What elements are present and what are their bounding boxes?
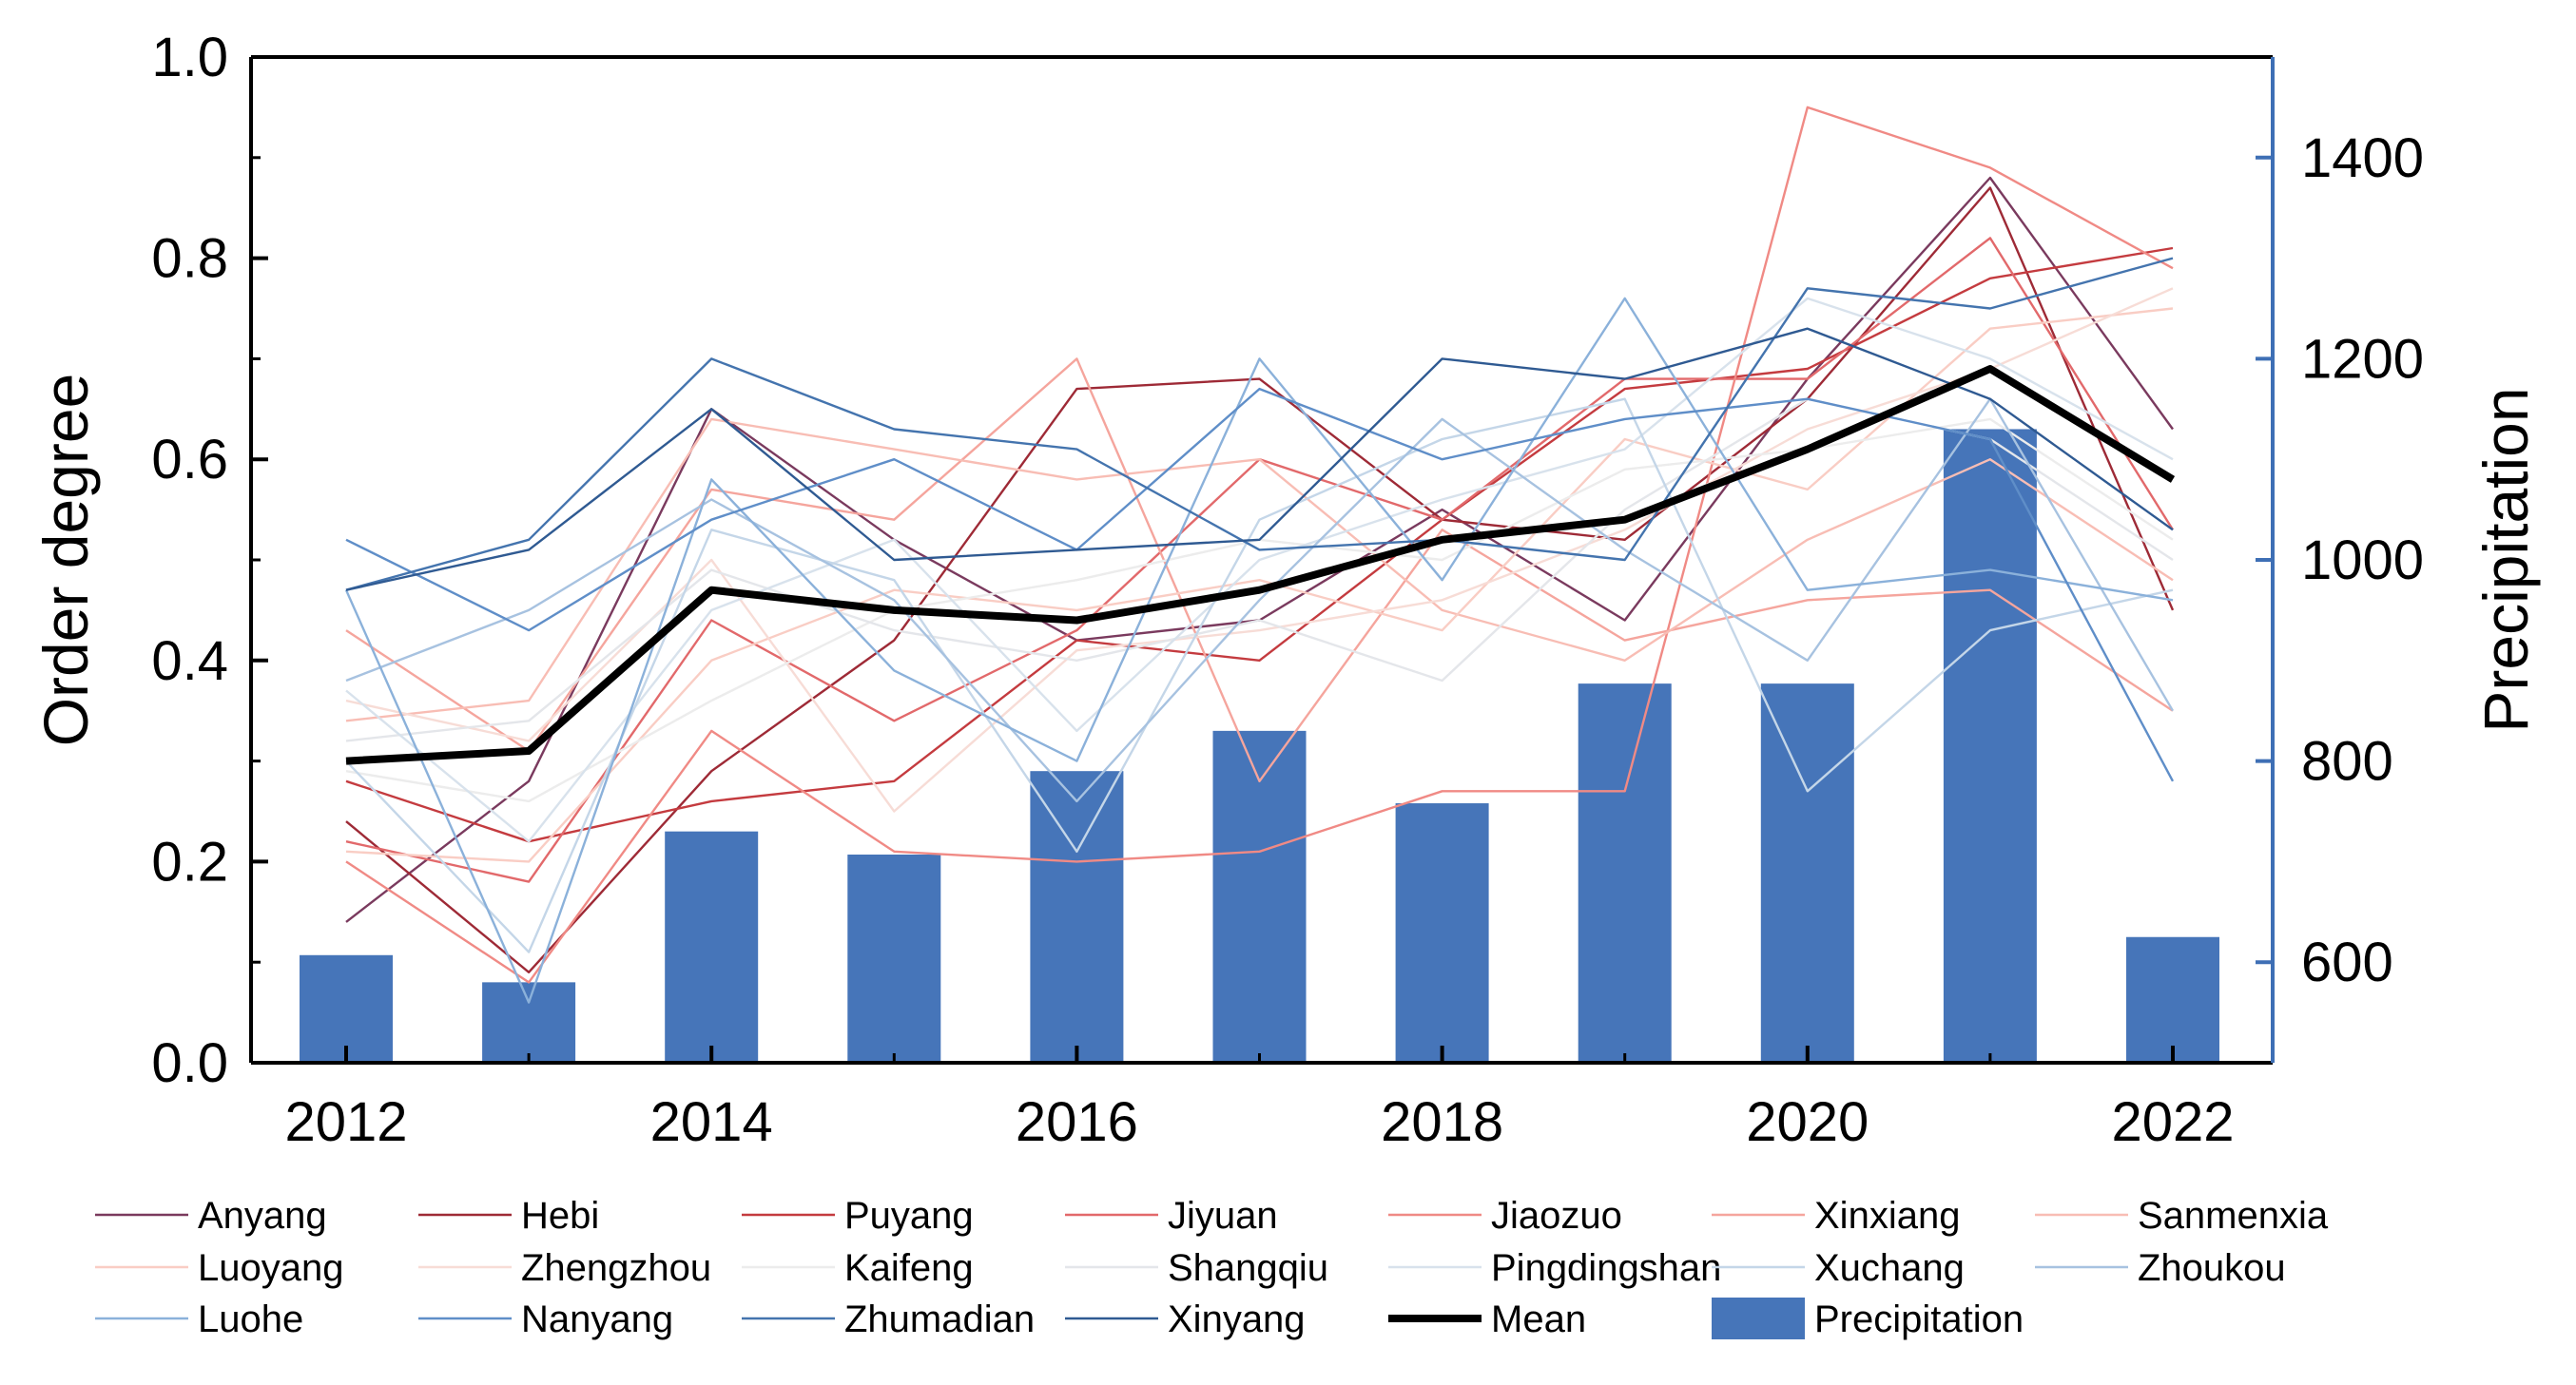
x-tick-label: 2012 (284, 1091, 407, 1153)
series-line-xinyang (345, 327, 2174, 591)
legend-label-zhumadian: Zhumadian (844, 1298, 1035, 1340)
legend-label-pingdingshan: Pingdingshan (1491, 1247, 1721, 1289)
legend-label-puyang: Puyang (844, 1195, 974, 1237)
precipitation-bar-2022 (2126, 936, 2219, 1063)
precipitation-bar-2012 (300, 954, 393, 1063)
y-axis-right-title: Precipitation (2470, 387, 2541, 732)
legend-label-luohe: Luohe (198, 1298, 303, 1340)
x-tick-label: 2018 (1381, 1091, 1503, 1153)
precipitation-bar-2016 (1030, 771, 1124, 1063)
y-left-tick-label: 0.2 (151, 831, 228, 893)
mean-line-group (345, 365, 2176, 765)
series-line-luohe (344, 297, 2174, 1004)
y-right-tick-label: 600 (2301, 932, 2393, 993)
legend: Anyang Hebi Puyang Jiyuan Jiaozuo Xinxiang San… (95, 1195, 2329, 1340)
y-right-tick-label: 1200 (2301, 328, 2424, 390)
y-left-tick-label: 0.0 (151, 1032, 228, 1094)
legend-label-luoyang: Luoyang (198, 1247, 343, 1289)
series-line-luoyang (345, 307, 2174, 863)
y-left-tick-label: 1.0 (151, 27, 228, 88)
city-lines (344, 106, 2175, 1004)
legend-label-anyang: Anyang (198, 1195, 327, 1237)
x-tick-label: 2020 (1746, 1091, 1869, 1153)
legend-label-xinxiang: Xinxiang (1814, 1195, 1960, 1237)
precipitation-bar-2017 (1212, 730, 1307, 1063)
legend-label-shangqiu: Shangqiu (1168, 1247, 1328, 1289)
legend-label-nanyang: Nanyang (521, 1298, 673, 1340)
series-line-sanmenxia (345, 417, 2174, 722)
y-right-tick-label: 800 (2301, 731, 2393, 793)
series-line-xuchang (345, 397, 2174, 953)
y-left-tick-label: 0.8 (151, 228, 228, 290)
mean-line (345, 365, 2176, 765)
legend-label-jiaozuo: Jiaozuo (1491, 1195, 1622, 1237)
series-line-pingdingshan (345, 297, 2174, 843)
legend-label-sanmenxia: Sanmenxia (2138, 1195, 2329, 1237)
y-right-tick-label: 1400 (2301, 127, 2424, 189)
precipitation-bar-2015 (847, 854, 941, 1063)
precipitation-bar-2014 (665, 831, 759, 1063)
x-tick-label: 2014 (650, 1091, 773, 1153)
precipitation-bars (300, 429, 2219, 1064)
y-axis-left-title: Order degree (30, 374, 101, 747)
precipitation-bar-2019 (1578, 683, 1672, 1063)
precipitation-bar-2021 (1943, 429, 2037, 1064)
x-tick-label: 2016 (1016, 1091, 1138, 1153)
legend-label-jiyuan: Jiyuan (1168, 1195, 1278, 1237)
legend-label-kaifeng: Kaifeng (844, 1247, 974, 1289)
series-line-nanyang (345, 387, 2175, 782)
x-tick-label: 2022 (2111, 1091, 2234, 1153)
series-line-hebi (345, 186, 2175, 973)
legend-label-zhengzhou: Zhengzhou (521, 1247, 711, 1289)
legend-swatch-precipitation (1712, 1298, 1805, 1339)
series-line-xinxiang (345, 357, 2174, 782)
legend-label-xuchang: Xuchang (1814, 1247, 1965, 1289)
legend-label-zhoukou: Zhoukou (2138, 1247, 2286, 1289)
precipitation-bar-2013 (482, 982, 576, 1063)
legend-label-hebi: Hebi (521, 1195, 599, 1237)
precipitation-bar-2018 (1395, 803, 1489, 1063)
series-line-zhoukou (345, 397, 2175, 803)
legend-label-precipitation: Precipitation (1814, 1298, 2024, 1340)
precipitation-bar-2020 (1760, 683, 1854, 1063)
ticks: 0.0 0.2 0.4 0.6 0.8 1.0 600 800 1000 1200 1400 2012… (151, 27, 2424, 1153)
series-line-jiaozuo (345, 106, 2174, 984)
legend-label-xinyang: Xinyang (1168, 1298, 1306, 1340)
series-line-zhumadian (345, 257, 2174, 591)
y-left-tick-label: 0.6 (151, 429, 228, 491)
y-left-tick-label: 0.4 (151, 630, 228, 692)
legend-label-mean: Mean (1491, 1298, 1586, 1340)
y-right-tick-label: 1000 (2301, 529, 2424, 591)
